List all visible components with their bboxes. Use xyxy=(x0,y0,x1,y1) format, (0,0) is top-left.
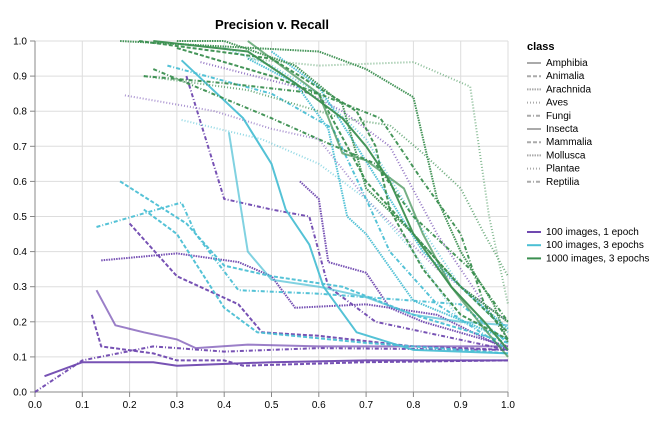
series-line-insecta xyxy=(227,132,509,327)
series-line-animalia xyxy=(90,314,509,367)
axes: 0.0 0.1 0.2 0.3 0.4 0.5 0.6 0.7 0.8 0.9 1.0 0.0 0.1 0… xyxy=(13,37,515,412)
legend-label-model: 100 images, 1 epoch xyxy=(546,227,639,238)
x-tick-label: 1.0 xyxy=(501,400,515,411)
x-tick-label: 0.6 xyxy=(312,400,326,411)
legend-label-class: Mammalia xyxy=(546,137,593,148)
legend-label-class: Amphibia xyxy=(546,58,588,69)
series-line-plantae xyxy=(223,47,509,334)
x-tick-label: 0.1 xyxy=(75,400,89,411)
y-tick-label: 0.7 xyxy=(13,142,27,153)
y-tick-label: 0.4 xyxy=(13,247,27,258)
series-line-reptilia xyxy=(34,345,509,393)
x-tick-label: 0.0 xyxy=(28,400,42,411)
legend-label-class: Plantae xyxy=(546,164,580,175)
series-line-fungi xyxy=(185,75,509,351)
series-line-insecta xyxy=(247,40,509,358)
legend-label-class: Insecta xyxy=(546,124,579,135)
series-line-mollusca xyxy=(299,180,509,348)
series-line-amphibia xyxy=(153,40,509,351)
series-line-insecta xyxy=(95,289,508,350)
series-line-plantae xyxy=(143,75,509,277)
series-line-mollusca xyxy=(120,40,509,344)
series-line-reptilia xyxy=(167,64,509,351)
series-line-animalia xyxy=(138,40,509,341)
x-tick-label: 0.3 xyxy=(170,400,184,411)
legend-label-class: Reptilia xyxy=(546,177,580,188)
y-tick-label: 1.0 xyxy=(13,37,27,48)
series-line-amphibia xyxy=(44,359,508,378)
series-line-fungi xyxy=(143,75,509,340)
legend-label-class: Aves xyxy=(546,98,568,109)
legend-label-model: 100 images, 3 epochs xyxy=(546,240,644,251)
x-tick-label: 0.7 xyxy=(359,400,373,411)
grid xyxy=(34,40,509,393)
chart-title: Precision v. Recall xyxy=(215,17,329,32)
legend-label-model: 1000 images, 3 epochs xyxy=(546,253,649,264)
legend-label-class: Mollusca xyxy=(546,150,586,161)
x-tick-label: 0.2 xyxy=(123,400,137,411)
series-line-mammalia xyxy=(143,208,509,355)
series-line-reptilia xyxy=(152,68,509,323)
series-line-arachnida xyxy=(176,40,509,323)
series-line-aves xyxy=(181,119,509,341)
legend-label-class: Arachnida xyxy=(546,84,591,95)
legend-title: class xyxy=(527,41,555,53)
legend-label-class: Animalia xyxy=(546,71,585,82)
x-tick-label: 0.4 xyxy=(217,400,231,411)
legend-label-class: Fungi xyxy=(546,111,571,122)
series-lines xyxy=(34,40,509,393)
y-tick-label: 0.6 xyxy=(13,177,27,188)
y-tick-label: 0.9 xyxy=(13,72,27,83)
series-line-fungi xyxy=(96,201,509,344)
y-tick-label: 0.0 xyxy=(13,388,27,399)
y-tick-label: 0.3 xyxy=(13,282,27,293)
x-tick-label: 0.9 xyxy=(454,400,468,411)
series-line-animalia xyxy=(119,180,509,344)
y-tick-label: 0.1 xyxy=(13,352,27,363)
series-line-mammalia xyxy=(176,47,509,334)
y-tick-label: 0.8 xyxy=(13,107,27,118)
series-line-aves xyxy=(124,94,509,323)
legend: class Amphibia Animalia Arachnida Aves Fungi… xyxy=(527,41,649,264)
y-tick-label: 0.5 xyxy=(13,212,27,223)
x-tick-label: 0.5 xyxy=(265,400,279,411)
y-tick-label: 0.2 xyxy=(13,317,27,328)
series-line-arachnida xyxy=(101,252,509,351)
x-tick-label: 0.8 xyxy=(406,400,420,411)
